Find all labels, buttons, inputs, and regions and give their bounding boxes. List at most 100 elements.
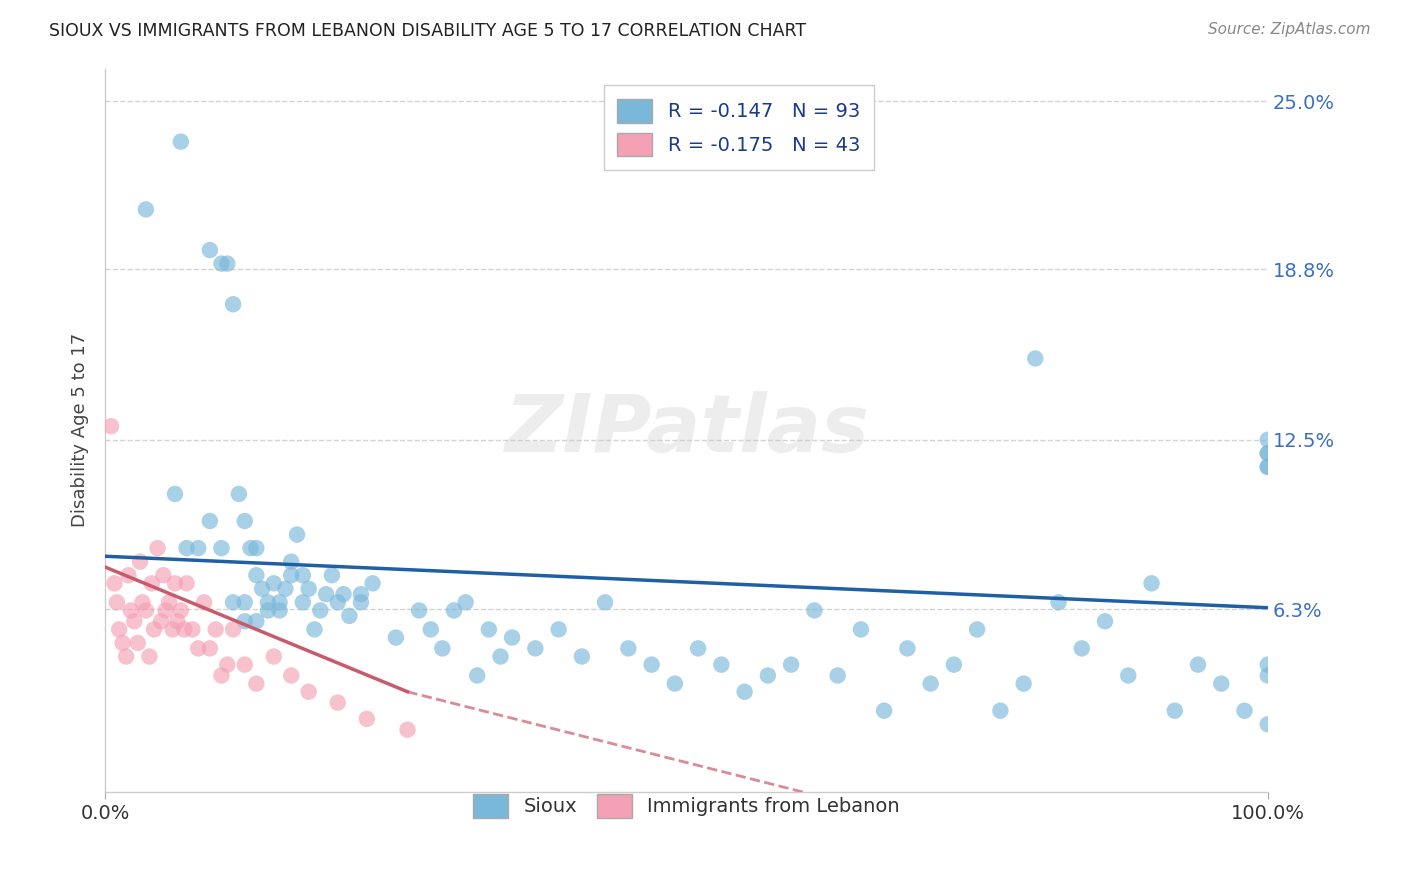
Point xyxy=(419,623,441,637)
Point xyxy=(245,615,267,629)
Point xyxy=(198,243,221,257)
Point xyxy=(1070,641,1092,656)
Point xyxy=(990,704,1012,718)
Point xyxy=(211,257,233,271)
Point xyxy=(326,696,349,710)
Point xyxy=(356,712,378,726)
Point xyxy=(269,603,291,617)
Point xyxy=(222,595,245,609)
Point xyxy=(111,636,134,650)
Text: ZIPatlas: ZIPatlas xyxy=(503,392,869,469)
Point xyxy=(198,641,221,656)
Point xyxy=(1012,676,1035,690)
Point xyxy=(780,657,803,672)
Point xyxy=(217,257,239,271)
Point xyxy=(135,202,157,217)
Point xyxy=(204,623,226,637)
Point xyxy=(1116,668,1139,682)
Point xyxy=(155,603,177,617)
Point xyxy=(1257,668,1279,682)
Point xyxy=(187,541,209,555)
Point xyxy=(108,623,131,637)
Point xyxy=(233,615,256,629)
Point xyxy=(396,723,419,737)
Point xyxy=(280,668,302,682)
Point xyxy=(141,576,163,591)
Point xyxy=(127,636,149,650)
Point xyxy=(163,576,186,591)
Point xyxy=(873,704,896,718)
Point xyxy=(166,615,188,629)
Point xyxy=(337,608,360,623)
Point xyxy=(176,576,198,591)
Point xyxy=(1257,433,1279,447)
Point xyxy=(193,595,215,609)
Point xyxy=(501,631,523,645)
Point xyxy=(228,487,250,501)
Point xyxy=(443,603,465,617)
Point xyxy=(1257,446,1279,460)
Point xyxy=(1094,615,1116,629)
Point xyxy=(233,657,256,672)
Point xyxy=(245,541,267,555)
Point xyxy=(664,676,686,690)
Point xyxy=(257,595,280,609)
Point xyxy=(920,676,942,690)
Point xyxy=(1257,459,1279,474)
Point xyxy=(233,514,256,528)
Point xyxy=(263,576,285,591)
Point xyxy=(1047,595,1070,609)
Point xyxy=(827,668,849,682)
Point xyxy=(298,582,321,596)
Point xyxy=(408,603,430,617)
Point xyxy=(454,595,477,609)
Point xyxy=(150,615,173,629)
Point xyxy=(285,527,308,541)
Point xyxy=(304,623,326,637)
Legend: Sioux, Immigrants from Lebanon: Sioux, Immigrants from Lebanon xyxy=(465,787,908,826)
Point xyxy=(489,649,512,664)
Point xyxy=(187,641,209,656)
Point xyxy=(152,568,174,582)
Text: SIOUX VS IMMIGRANTS FROM LEBANON DISABILITY AGE 5 TO 17 CORRELATION CHART: SIOUX VS IMMIGRANTS FROM LEBANON DISABIL… xyxy=(49,22,806,40)
Point xyxy=(129,555,152,569)
Point xyxy=(245,568,267,582)
Point xyxy=(385,631,408,645)
Point xyxy=(734,684,756,698)
Point xyxy=(157,595,180,609)
Point xyxy=(233,595,256,609)
Point xyxy=(170,135,193,149)
Point xyxy=(803,603,825,617)
Point xyxy=(138,649,160,664)
Point xyxy=(640,657,662,672)
Point xyxy=(849,623,872,637)
Point xyxy=(571,649,593,664)
Point xyxy=(1257,446,1279,460)
Point xyxy=(1211,676,1233,690)
Point xyxy=(321,568,343,582)
Point xyxy=(1140,576,1163,591)
Point xyxy=(1164,704,1187,718)
Point xyxy=(1257,657,1279,672)
Point xyxy=(222,623,245,637)
Point xyxy=(124,615,146,629)
Point xyxy=(170,603,193,617)
Point xyxy=(309,603,332,617)
Point xyxy=(263,649,285,664)
Point xyxy=(211,668,233,682)
Point xyxy=(1187,657,1209,672)
Point xyxy=(1257,717,1279,731)
Point xyxy=(326,595,349,609)
Point xyxy=(105,595,128,609)
Point xyxy=(332,587,354,601)
Point xyxy=(211,541,233,555)
Point xyxy=(688,641,710,656)
Point xyxy=(350,595,373,609)
Point xyxy=(280,555,302,569)
Point xyxy=(245,676,267,690)
Point xyxy=(103,576,125,591)
Point xyxy=(710,657,733,672)
Text: Source: ZipAtlas.com: Source: ZipAtlas.com xyxy=(1208,22,1371,37)
Point xyxy=(257,603,280,617)
Point xyxy=(291,595,314,609)
